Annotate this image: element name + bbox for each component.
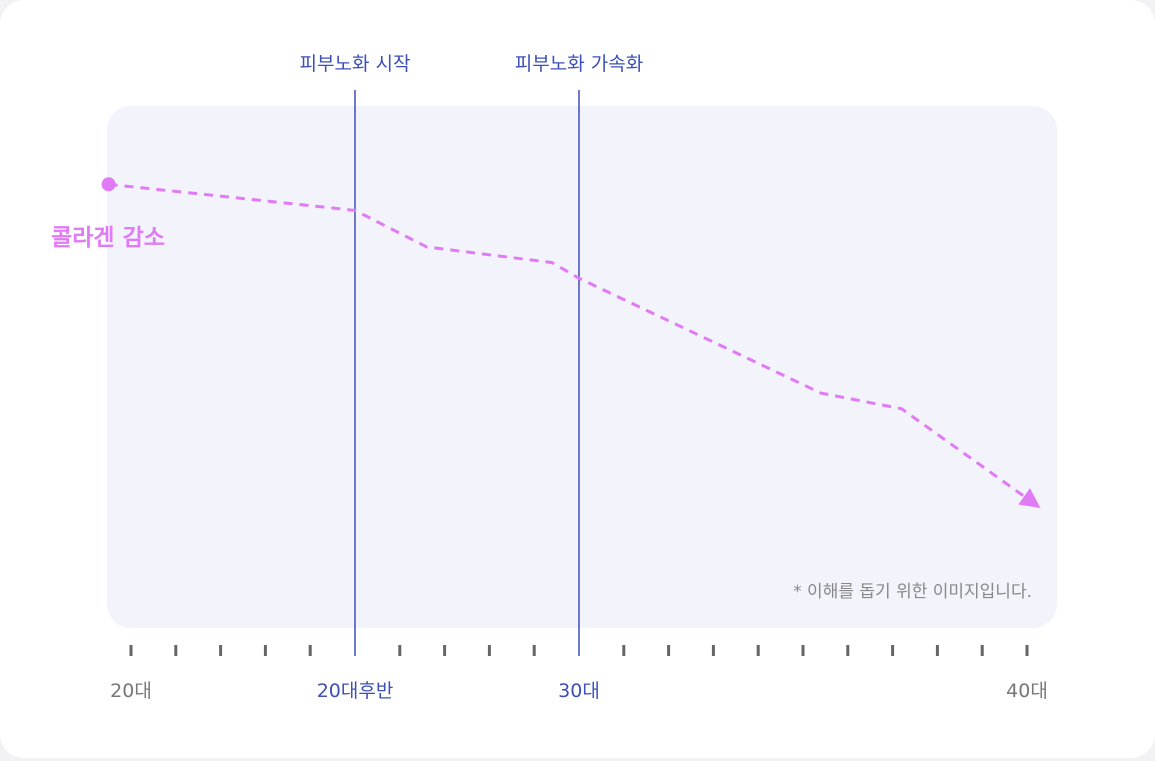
start-point <box>101 177 116 192</box>
marker-label: 피부노화 시작 <box>300 53 411 75</box>
series-label: 콜라겐 감소 <box>51 225 165 251</box>
footnote: * 이해를 돕기 위한 이미지입니다. <box>793 582 1032 602</box>
marker-label: 피부노화 가속화 <box>515 53 643 75</box>
x-tick-label: 20대 <box>110 680 152 702</box>
arrow-head-icon <box>1018 488 1041 508</box>
x-tick-label: 40대 <box>1006 680 1048 702</box>
x-tick-label: 20대후반 <box>317 680 394 702</box>
series-line <box>108 182 1030 502</box>
plot-area <box>107 106 1057 628</box>
x-tick-label: 30대 <box>558 680 600 702</box>
